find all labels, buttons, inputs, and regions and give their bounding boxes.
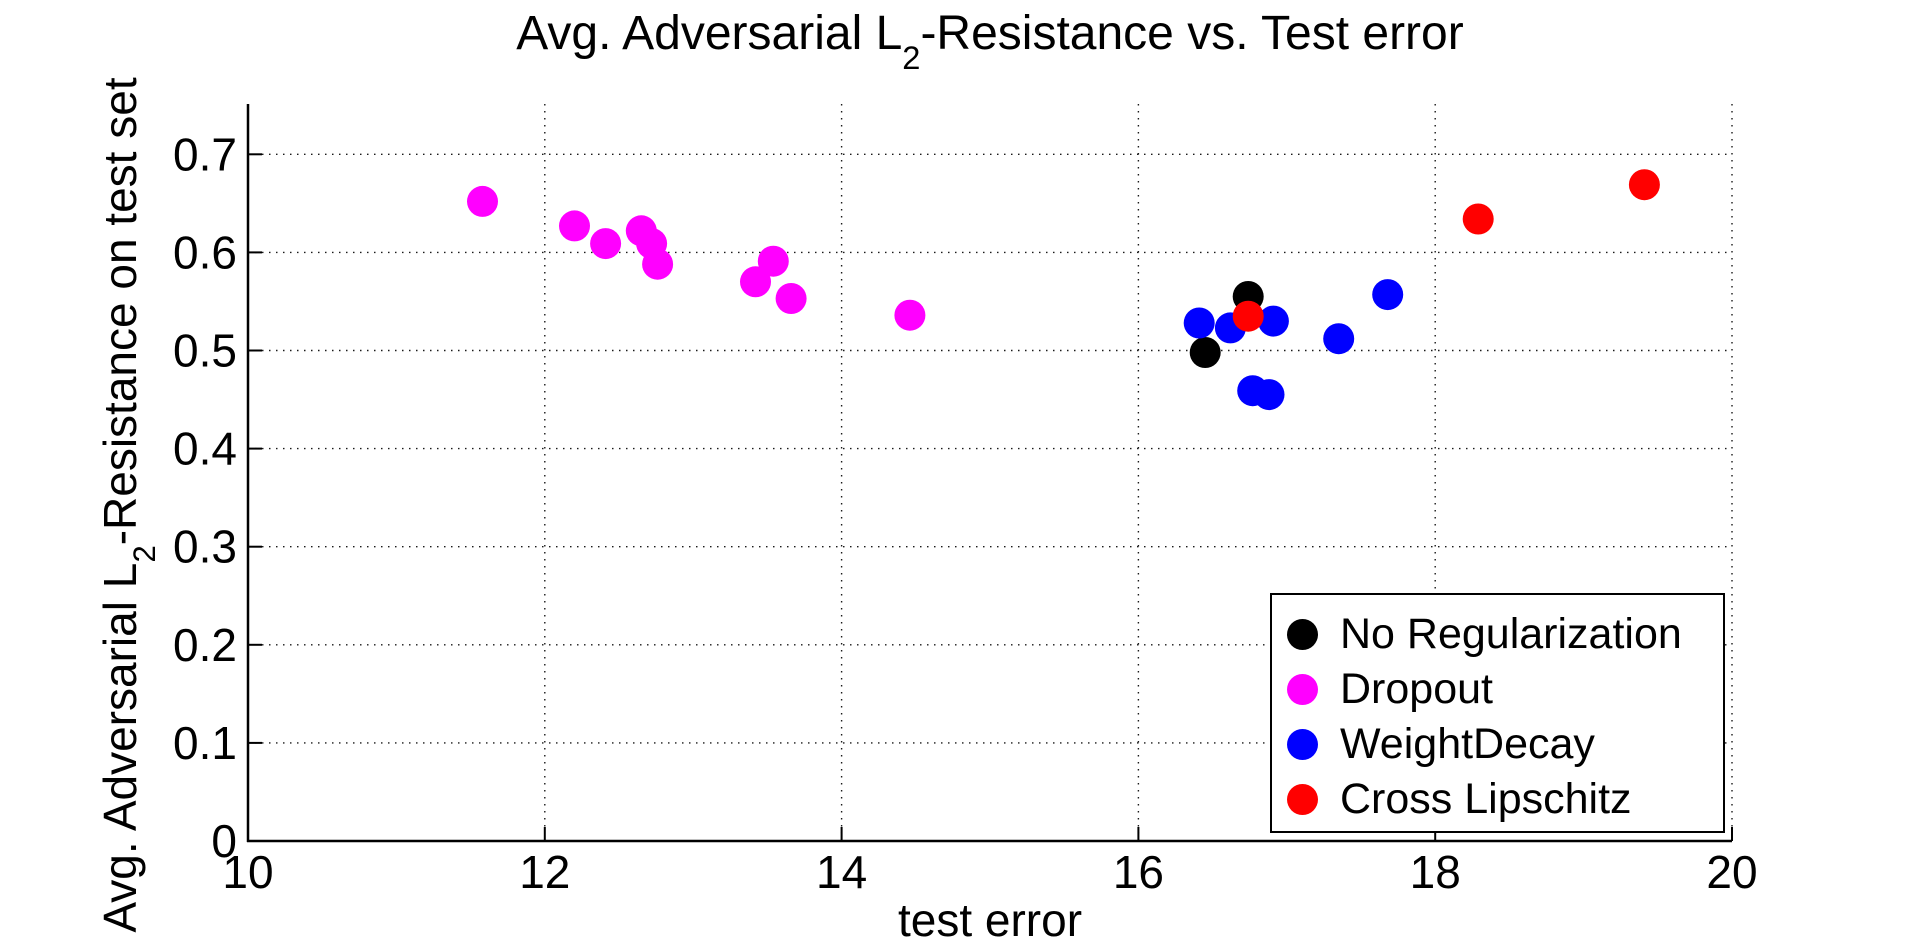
chart-title: Avg. Adversarial L2-Resistance vs. Test …: [248, 6, 1732, 74]
legend-item-cross-lipschitz: Cross Lipschitz: [1272, 772, 1723, 827]
data-point-dropout: [775, 283, 807, 314]
data-point-no-regularization: [1189, 337, 1221, 368]
data-point-weightdecay: [1323, 323, 1355, 355]
data-point-dropout: [740, 266, 771, 298]
y-tick-label: 0.6: [173, 226, 237, 278]
chart-title-subscript: 2: [902, 38, 921, 76]
legend: No Regularization Dropout WeightDecay Cr…: [1270, 593, 1725, 833]
x-tick-label: 12: [519, 846, 570, 898]
x-tick-label: 20: [1706, 846, 1757, 898]
legend-item-weightdecay: WeightDecay: [1272, 717, 1723, 772]
y-tick-label: 0.1: [173, 717, 237, 769]
x-tick-label: 18: [1410, 846, 1461, 898]
legend-label: No Regularization: [1340, 610, 1682, 658]
data-point-dropout: [642, 248, 674, 280]
y-tick-label: 0.5: [173, 325, 237, 377]
legend-marker-circle-red: [1287, 784, 1318, 815]
y-tick-label: 0.4: [173, 423, 237, 475]
data-point-weightdecay: [1372, 279, 1404, 311]
data-point-cross-lipschitz: [1628, 169, 1660, 201]
data-point-weightdecay: [1253, 379, 1285, 411]
y-tick-label: 0.2: [173, 619, 237, 671]
data-point-weightdecay: [1183, 307, 1215, 339]
legend-marker-circle-blue: [1287, 729, 1318, 760]
y-tick-label: 0: [211, 815, 237, 867]
data-point-weightdecay: [1257, 305, 1289, 337]
legend-label: WeightDecay: [1340, 720, 1595, 768]
legend-marker-circle-magenta: [1287, 674, 1318, 705]
legend-label: Dropout: [1340, 665, 1493, 713]
chart-title-text: Avg. Adversarial L: [516, 7, 903, 60]
data-point-dropout: [590, 228, 622, 260]
x-axis-label: test error: [897, 894, 1083, 946]
data-point-cross-lipschitz: [1462, 203, 1494, 235]
x-tick-label: 14: [816, 846, 867, 898]
x-tick-label: 16: [1113, 846, 1164, 898]
y-tick-label: 0.3: [173, 521, 237, 573]
y-tick-label: 0.7: [173, 128, 237, 180]
chart-title-suffix: -Resistance vs. Test error: [920, 7, 1464, 60]
data-point-dropout: [467, 185, 498, 217]
data-point-dropout: [757, 245, 789, 277]
legend-marker-circle-black: [1287, 619, 1318, 650]
x-tick-label: 10: [222, 846, 273, 898]
legend-label: Cross Lipschitz: [1340, 775, 1632, 823]
data-point-dropout: [894, 299, 926, 331]
legend-item-dropout: Dropout: [1272, 662, 1723, 717]
data-point-cross-lipschitz: [1232, 300, 1264, 332]
data-point-dropout: [559, 210, 590, 242]
legend-item-no-regularization: No Regularization: [1272, 607, 1723, 662]
